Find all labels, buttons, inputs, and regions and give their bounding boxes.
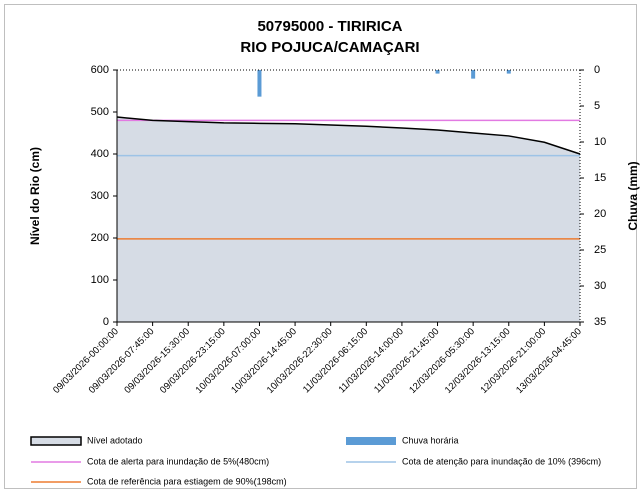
- y2-tick-label: 15: [594, 172, 606, 184]
- y2-tick-label: 5: [594, 100, 600, 112]
- title: 50795000 - TIRIRICA: [257, 18, 402, 35]
- legend-label: Cota de alerta para inundação de 5%(480c…: [87, 456, 269, 466]
- rain-bar: [471, 70, 476, 79]
- y-tick-label: 0: [103, 316, 109, 328]
- y2-tick-label: 20: [594, 208, 606, 220]
- y-tick-label: 300: [91, 190, 109, 202]
- legend-label: Nível adotado: [87, 435, 143, 445]
- level-area: [117, 117, 580, 322]
- y2-tick-label: 10: [594, 136, 606, 148]
- y-tick-label: 400: [91, 148, 109, 160]
- level-line: [116, 116, 581, 155]
- y-axis-label: Nível do Rio (cm): [28, 147, 42, 245]
- y2-tick-label: 25: [594, 244, 606, 256]
- y-tick-label: 500: [91, 106, 109, 118]
- legend-swatch: [346, 437, 396, 445]
- legend-label: Cota de atenção para inundação de 10% (3…: [402, 456, 601, 466]
- y-tick-label: 200: [91, 232, 109, 244]
- legend-label: Chuva horária: [402, 435, 459, 445]
- y2-tick-label: 30: [594, 280, 606, 292]
- y2-tick-label: 35: [594, 316, 606, 328]
- rain-bar: [506, 70, 511, 74]
- title: RIO POJUCA/CAMAÇARI: [240, 39, 419, 56]
- y-tick-label: 100: [91, 274, 109, 286]
- y2-axis-label: Chuva (mm): [626, 161, 640, 230]
- legend-label: Cota de referência para estiagem de 90%(…: [87, 476, 287, 486]
- y2-tick-label: 0: [594, 64, 600, 76]
- rain-bar: [257, 70, 262, 97]
- y-tick-label: 600: [91, 64, 109, 76]
- legend-swatch: [30, 436, 82, 446]
- rain-bar: [435, 70, 440, 74]
